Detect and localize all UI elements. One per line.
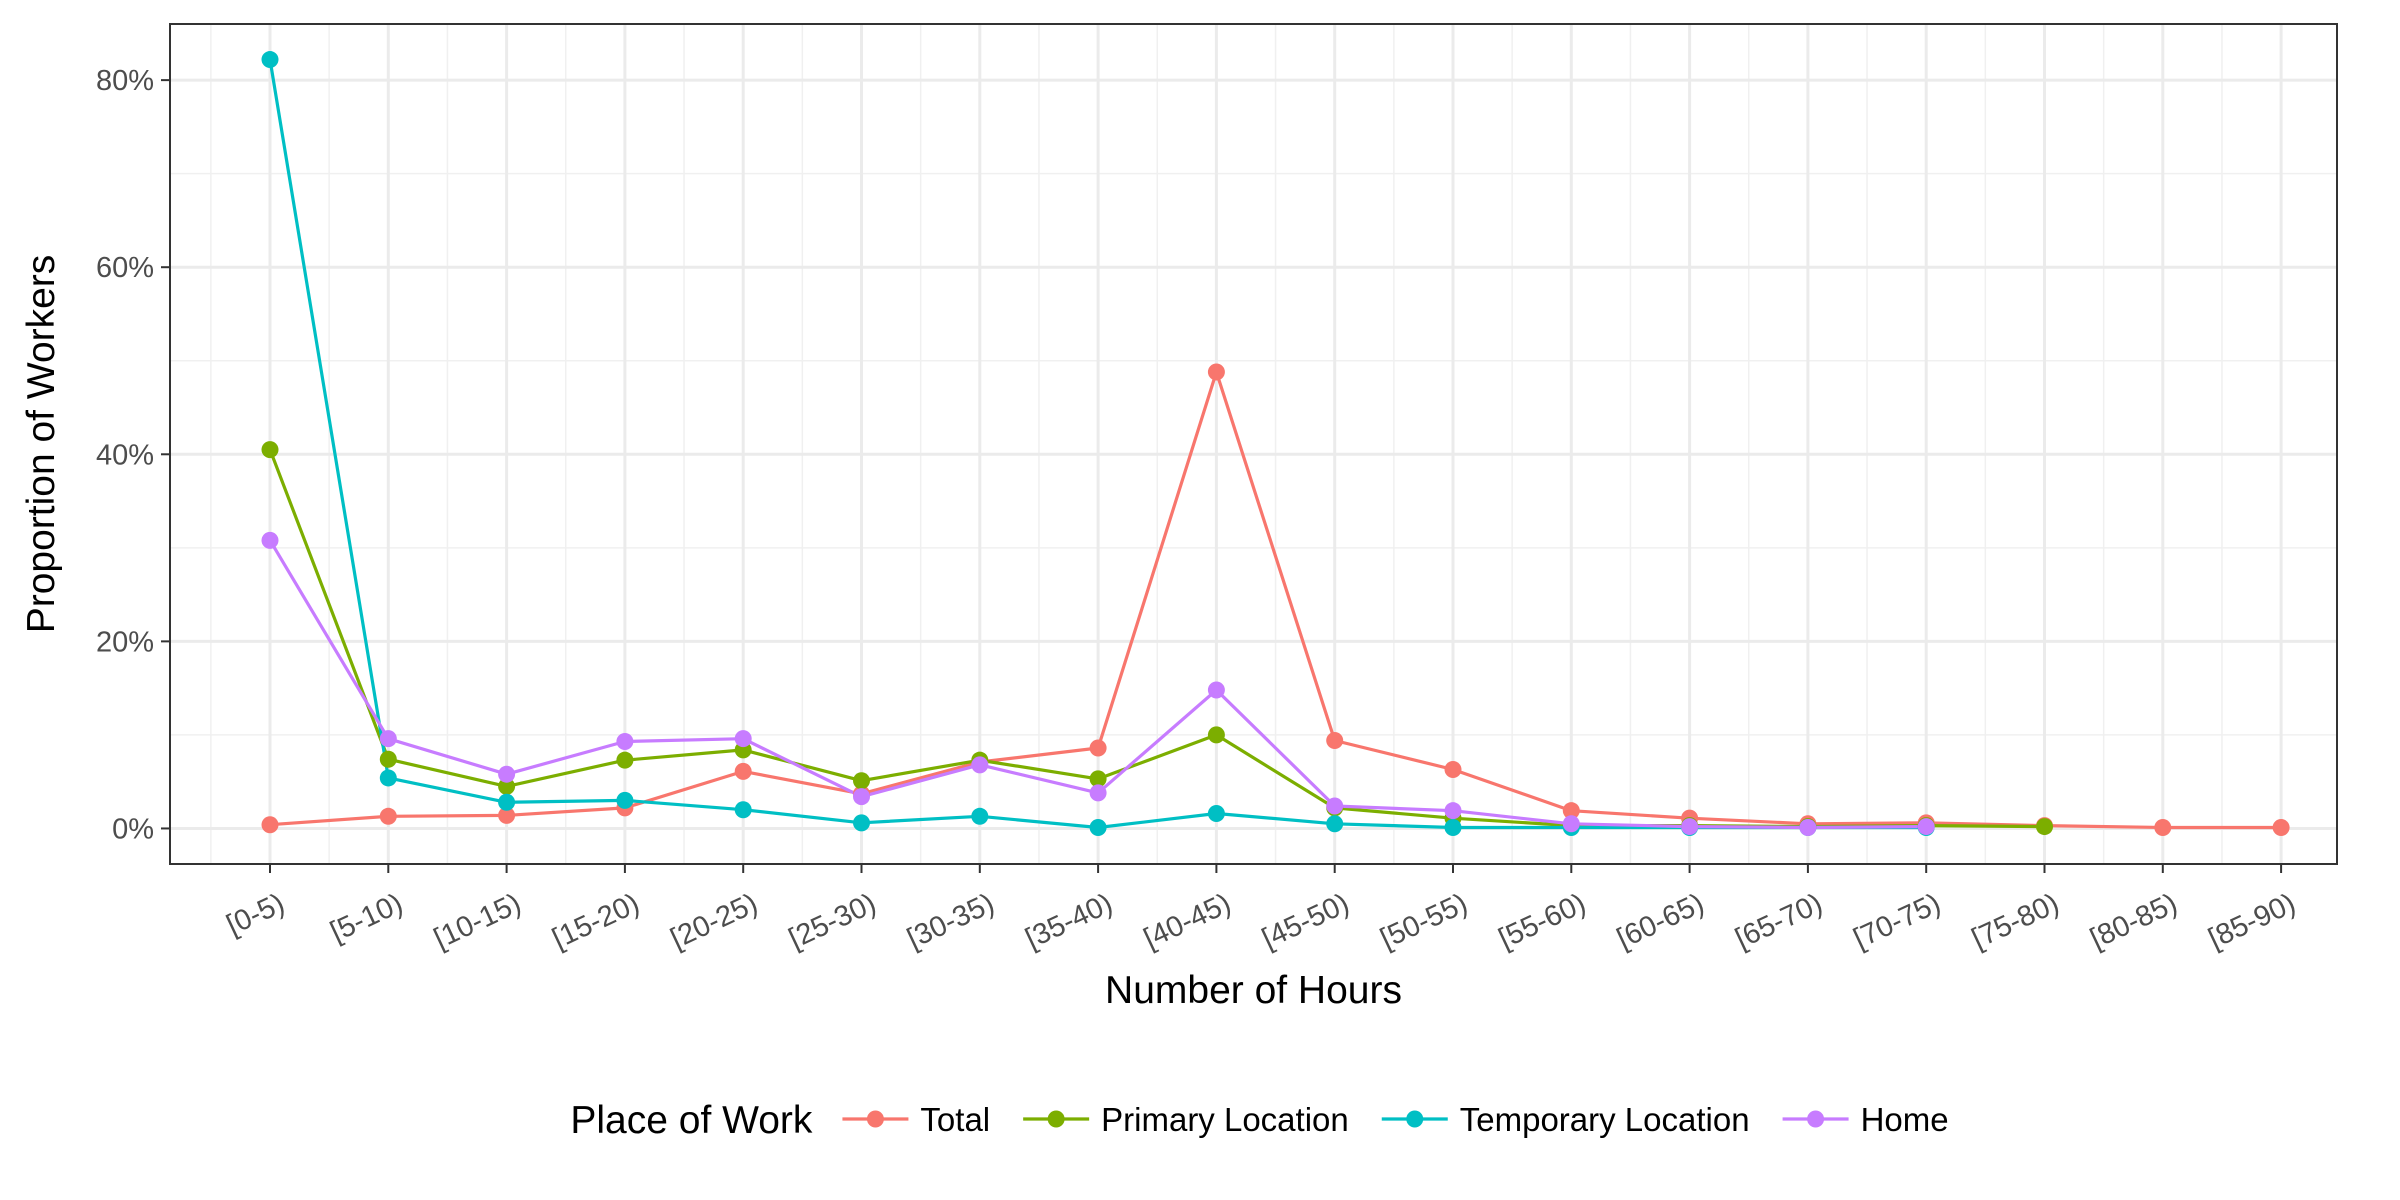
data-point-home — [379, 730, 397, 748]
data-point-home — [1207, 681, 1225, 699]
legend-key-temporary-location — [1381, 1110, 1448, 1128]
data-point-primary-location — [1089, 770, 1107, 788]
data-point-temporary-location — [1326, 815, 1344, 833]
y-axis-title: Proportion of Workers — [20, 255, 63, 634]
y-tick-label: 40% — [96, 439, 154, 471]
data-point-total — [1562, 802, 1580, 820]
data-point-home — [261, 531, 279, 549]
data-point-total — [1444, 761, 1462, 779]
y-axis: 0% 20% 40% 60% 80% — [96, 65, 170, 845]
data-point-home — [1562, 815, 1580, 833]
data-point-total — [1326, 732, 1344, 750]
data-point-temporary-location — [853, 814, 870, 832]
legend-label-home: Home — [1861, 1101, 1949, 1138]
series-line-total — [269, 370, 2282, 830]
legend-key-home — [1782, 1110, 1849, 1128]
data-point-total — [261, 816, 279, 834]
legend-key-point — [1406, 1110, 1424, 1128]
data-point-total — [2272, 819, 2290, 837]
data-point-home — [1681, 818, 1699, 836]
data-point-temporary-location — [1444, 819, 1462, 837]
data-point-primary-location — [1207, 726, 1225, 744]
legend-key-point — [866, 1110, 884, 1128]
data-point-home — [1089, 784, 1107, 802]
legend-label-primary-location: Primary Location — [1101, 1101, 1349, 1138]
data-point-temporary-location — [1207, 804, 1225, 822]
grid-minor — [170, 24, 2337, 864]
data-point-temporary-location — [616, 791, 634, 809]
data-point-temporary-location — [1089, 819, 1107, 837]
y-tick-label: 60% — [96, 252, 154, 284]
data-point-temporary-location — [498, 793, 516, 811]
legend-label-total: Total — [920, 1101, 990, 1138]
data-point-home — [734, 730, 752, 748]
data-point-temporary-location — [261, 51, 279, 69]
data-point-primary-location — [853, 772, 870, 790]
legend: Place of Work Total Primary Location Tempo… — [570, 1099, 1948, 1142]
legend-label-temporary-location: Temporary Location — [1460, 1101, 1750, 1138]
data-point-primary-location — [2036, 818, 2053, 836]
data-point-home — [1917, 818, 1935, 836]
y-tick-label: 80% — [96, 65, 154, 97]
data-point-total — [2154, 819, 2172, 837]
legend-title: Place of Work — [570, 1099, 813, 1142]
data-point-home — [1444, 802, 1462, 820]
data-point-total — [1207, 363, 1225, 381]
data-point-temporary-location — [734, 801, 752, 819]
data-point-primary-location — [498, 777, 516, 795]
data-point-home — [853, 788, 870, 806]
data-point-home — [616, 732, 634, 750]
data-point-total — [498, 806, 516, 824]
data-point-total — [379, 807, 397, 825]
data-point-primary-location — [616, 751, 634, 769]
data-point-total — [734, 762, 752, 780]
y-tick-label: 20% — [96, 626, 154, 658]
y-tick-label: 0% — [112, 813, 154, 845]
grid-major — [170, 24, 2337, 864]
data-point-temporary-location — [971, 807, 989, 825]
data-point-temporary-location — [379, 769, 397, 787]
panel-border — [169, 23, 2338, 865]
data-point-home — [1799, 819, 1817, 837]
data-point-home — [1326, 797, 1344, 815]
data-point-total — [1089, 739, 1107, 757]
data-point-primary-location — [261, 441, 279, 459]
legend-key-point — [1047, 1110, 1065, 1128]
legend-key-primary-location — [1023, 1110, 1090, 1128]
series-points — [261, 51, 2290, 837]
data-point-home — [971, 756, 989, 774]
legend-key-total — [842, 1110, 909, 1128]
x-axis-title: Number of Hours — [1105, 969, 1402, 1012]
legend-key-point — [1807, 1110, 1825, 1128]
data-point-home — [498, 765, 516, 783]
data-point-primary-location — [379, 750, 397, 768]
